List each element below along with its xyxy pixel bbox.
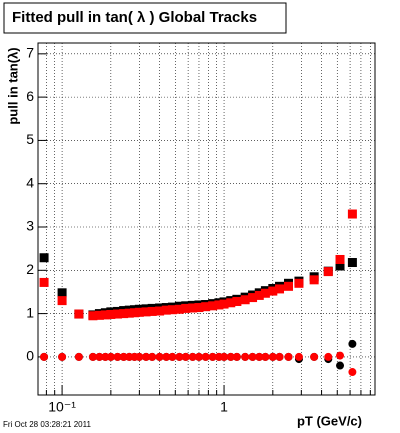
point: [323, 267, 333, 277]
point: [181, 303, 191, 313]
point: [232, 352, 241, 361]
title-box: [3, 2, 287, 34]
point: [294, 278, 304, 288]
x-tick-label: 1: [220, 399, 228, 415]
point: [39, 253, 49, 263]
point: [134, 307, 144, 317]
point: [130, 308, 140, 318]
point: [201, 302, 211, 312]
point: [310, 352, 319, 361]
point: [88, 352, 97, 361]
point: [161, 305, 171, 315]
point: [255, 352, 264, 361]
point: [95, 352, 104, 361]
point: [347, 258, 357, 268]
point: [194, 303, 204, 313]
point: [241, 352, 250, 361]
point: [106, 309, 116, 319]
point: [335, 254, 345, 264]
point: [201, 352, 210, 361]
point: [124, 308, 134, 318]
point: [167, 305, 177, 315]
point: [248, 352, 257, 361]
point: [113, 352, 122, 361]
point: [39, 277, 49, 287]
point: [58, 352, 67, 361]
point: [254, 290, 264, 300]
point: [194, 352, 203, 361]
point: [181, 352, 190, 361]
point: [248, 293, 258, 303]
plot-frame: [37, 42, 376, 396]
point: [336, 351, 345, 360]
point: [347, 209, 357, 219]
point: [208, 352, 217, 361]
point: [57, 296, 67, 306]
point: [324, 352, 333, 361]
y-tick-label: 7: [26, 45, 34, 61]
y-tick-label: 0: [26, 348, 34, 364]
point: [260, 288, 270, 298]
point: [57, 288, 67, 298]
point: [268, 352, 277, 361]
point: [106, 352, 115, 361]
point: [119, 309, 129, 319]
point: [100, 310, 110, 320]
point: [294, 352, 303, 361]
chart-title: Fitted pull in tan( λ ) Global Tracks: [12, 9, 257, 26]
point: [168, 352, 177, 361]
point: [226, 298, 236, 308]
point: [155, 306, 165, 316]
point: [188, 352, 197, 361]
footer-date: Fri Oct 28 03:28:21 2011: [3, 420, 91, 429]
point: [188, 303, 198, 313]
point: [113, 309, 123, 319]
point: [135, 352, 144, 361]
point: [348, 339, 357, 348]
point: [74, 309, 84, 319]
y-tick-label: 3: [26, 218, 34, 234]
point: [214, 300, 224, 310]
point: [101, 352, 110, 361]
point: [94, 310, 104, 320]
point: [148, 352, 157, 361]
point: [232, 296, 242, 306]
y-tick-label: 2: [26, 261, 34, 277]
y-axis-label: pull in tan(λ): [5, 47, 20, 124]
point: [220, 352, 229, 361]
point: [142, 352, 151, 361]
point: [219, 299, 229, 309]
point: [40, 352, 49, 361]
point: [335, 261, 345, 271]
x-tick-label: 10⁻¹: [48, 399, 76, 415]
point: [284, 352, 293, 361]
point: [175, 352, 184, 361]
point: [141, 307, 151, 317]
point: [275, 352, 284, 361]
point: [162, 352, 171, 361]
y-tick-label: 1: [26, 304, 34, 320]
point: [155, 352, 164, 361]
point: [336, 361, 345, 370]
point: [240, 295, 250, 305]
y-tick-label: 5: [26, 131, 34, 147]
point: [74, 352, 83, 361]
point: [268, 286, 278, 296]
point: [261, 352, 270, 361]
point: [284, 281, 294, 291]
point: [88, 311, 98, 321]
point: [348, 368, 357, 377]
point: [309, 275, 319, 285]
point: [226, 352, 235, 361]
point: [275, 284, 285, 294]
y-tick-label: 4: [26, 174, 34, 190]
x-axis-label: pT (GeV/c): [297, 413, 362, 428]
point: [174, 304, 184, 314]
point: [119, 352, 128, 361]
y-tick-label: 6: [26, 88, 34, 104]
point: [147, 306, 157, 316]
point: [208, 301, 218, 311]
